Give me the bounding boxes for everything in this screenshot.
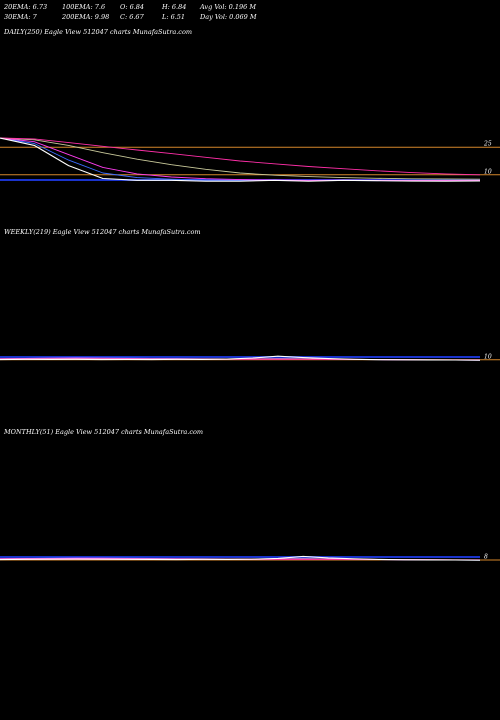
weekly-chart: 10 [0, 353, 500, 361]
monthly-chart-title: MONTHLY(51) Eagle View 512047 charts Mun… [4, 428, 204, 436]
low-value: L: 6.51 [162, 13, 186, 21]
open-value: O: 6.84 [120, 3, 145, 11]
avg-vol-value: Avg Vol: 0.196 M [200, 3, 257, 11]
daily-ema200-line [0, 137, 481, 176]
monthly-volume-band [0, 556, 480, 558]
daily-y-tick-label: 10 [484, 168, 492, 175]
close-value: C: 6.67 [120, 13, 144, 21]
monthly-y-tick-label: 8 [484, 554, 488, 561]
ema200-value: 200EMA: 9.98 [62, 13, 110, 21]
daily-ema100-line [0, 137, 481, 180]
daily-chart-title: DAILY(250) Eagle View 512047 charts Muna… [4, 28, 193, 36]
weekly-chart-title: WEEKLY(219) Eagle View 512047 charts Mun… [4, 228, 201, 236]
ema100-value: 100EMA: 7.6 [62, 3, 106, 11]
high-value: H: 6.84 [162, 3, 187, 11]
daily-ema30-line [0, 137, 481, 181]
ema20-value: 20EMA: 6.73 [4, 3, 48, 11]
monthly-chart: 8 [0, 554, 500, 561]
day-vol-value: Day Vol: 0.069 M [200, 13, 257, 21]
weekly-y-tick-label: 10 [484, 353, 492, 360]
weekly-price-line [0, 355, 481, 361]
weekly-volume-band [0, 356, 480, 358]
daily-y-tick-label: 25 [483, 141, 492, 148]
daily-price-line [0, 137, 481, 182]
ema30-value: 30EMA: 7 [4, 13, 37, 21]
monthly-price-line [0, 555, 481, 561]
daily-chart: 25 10 [0, 137, 500, 182]
